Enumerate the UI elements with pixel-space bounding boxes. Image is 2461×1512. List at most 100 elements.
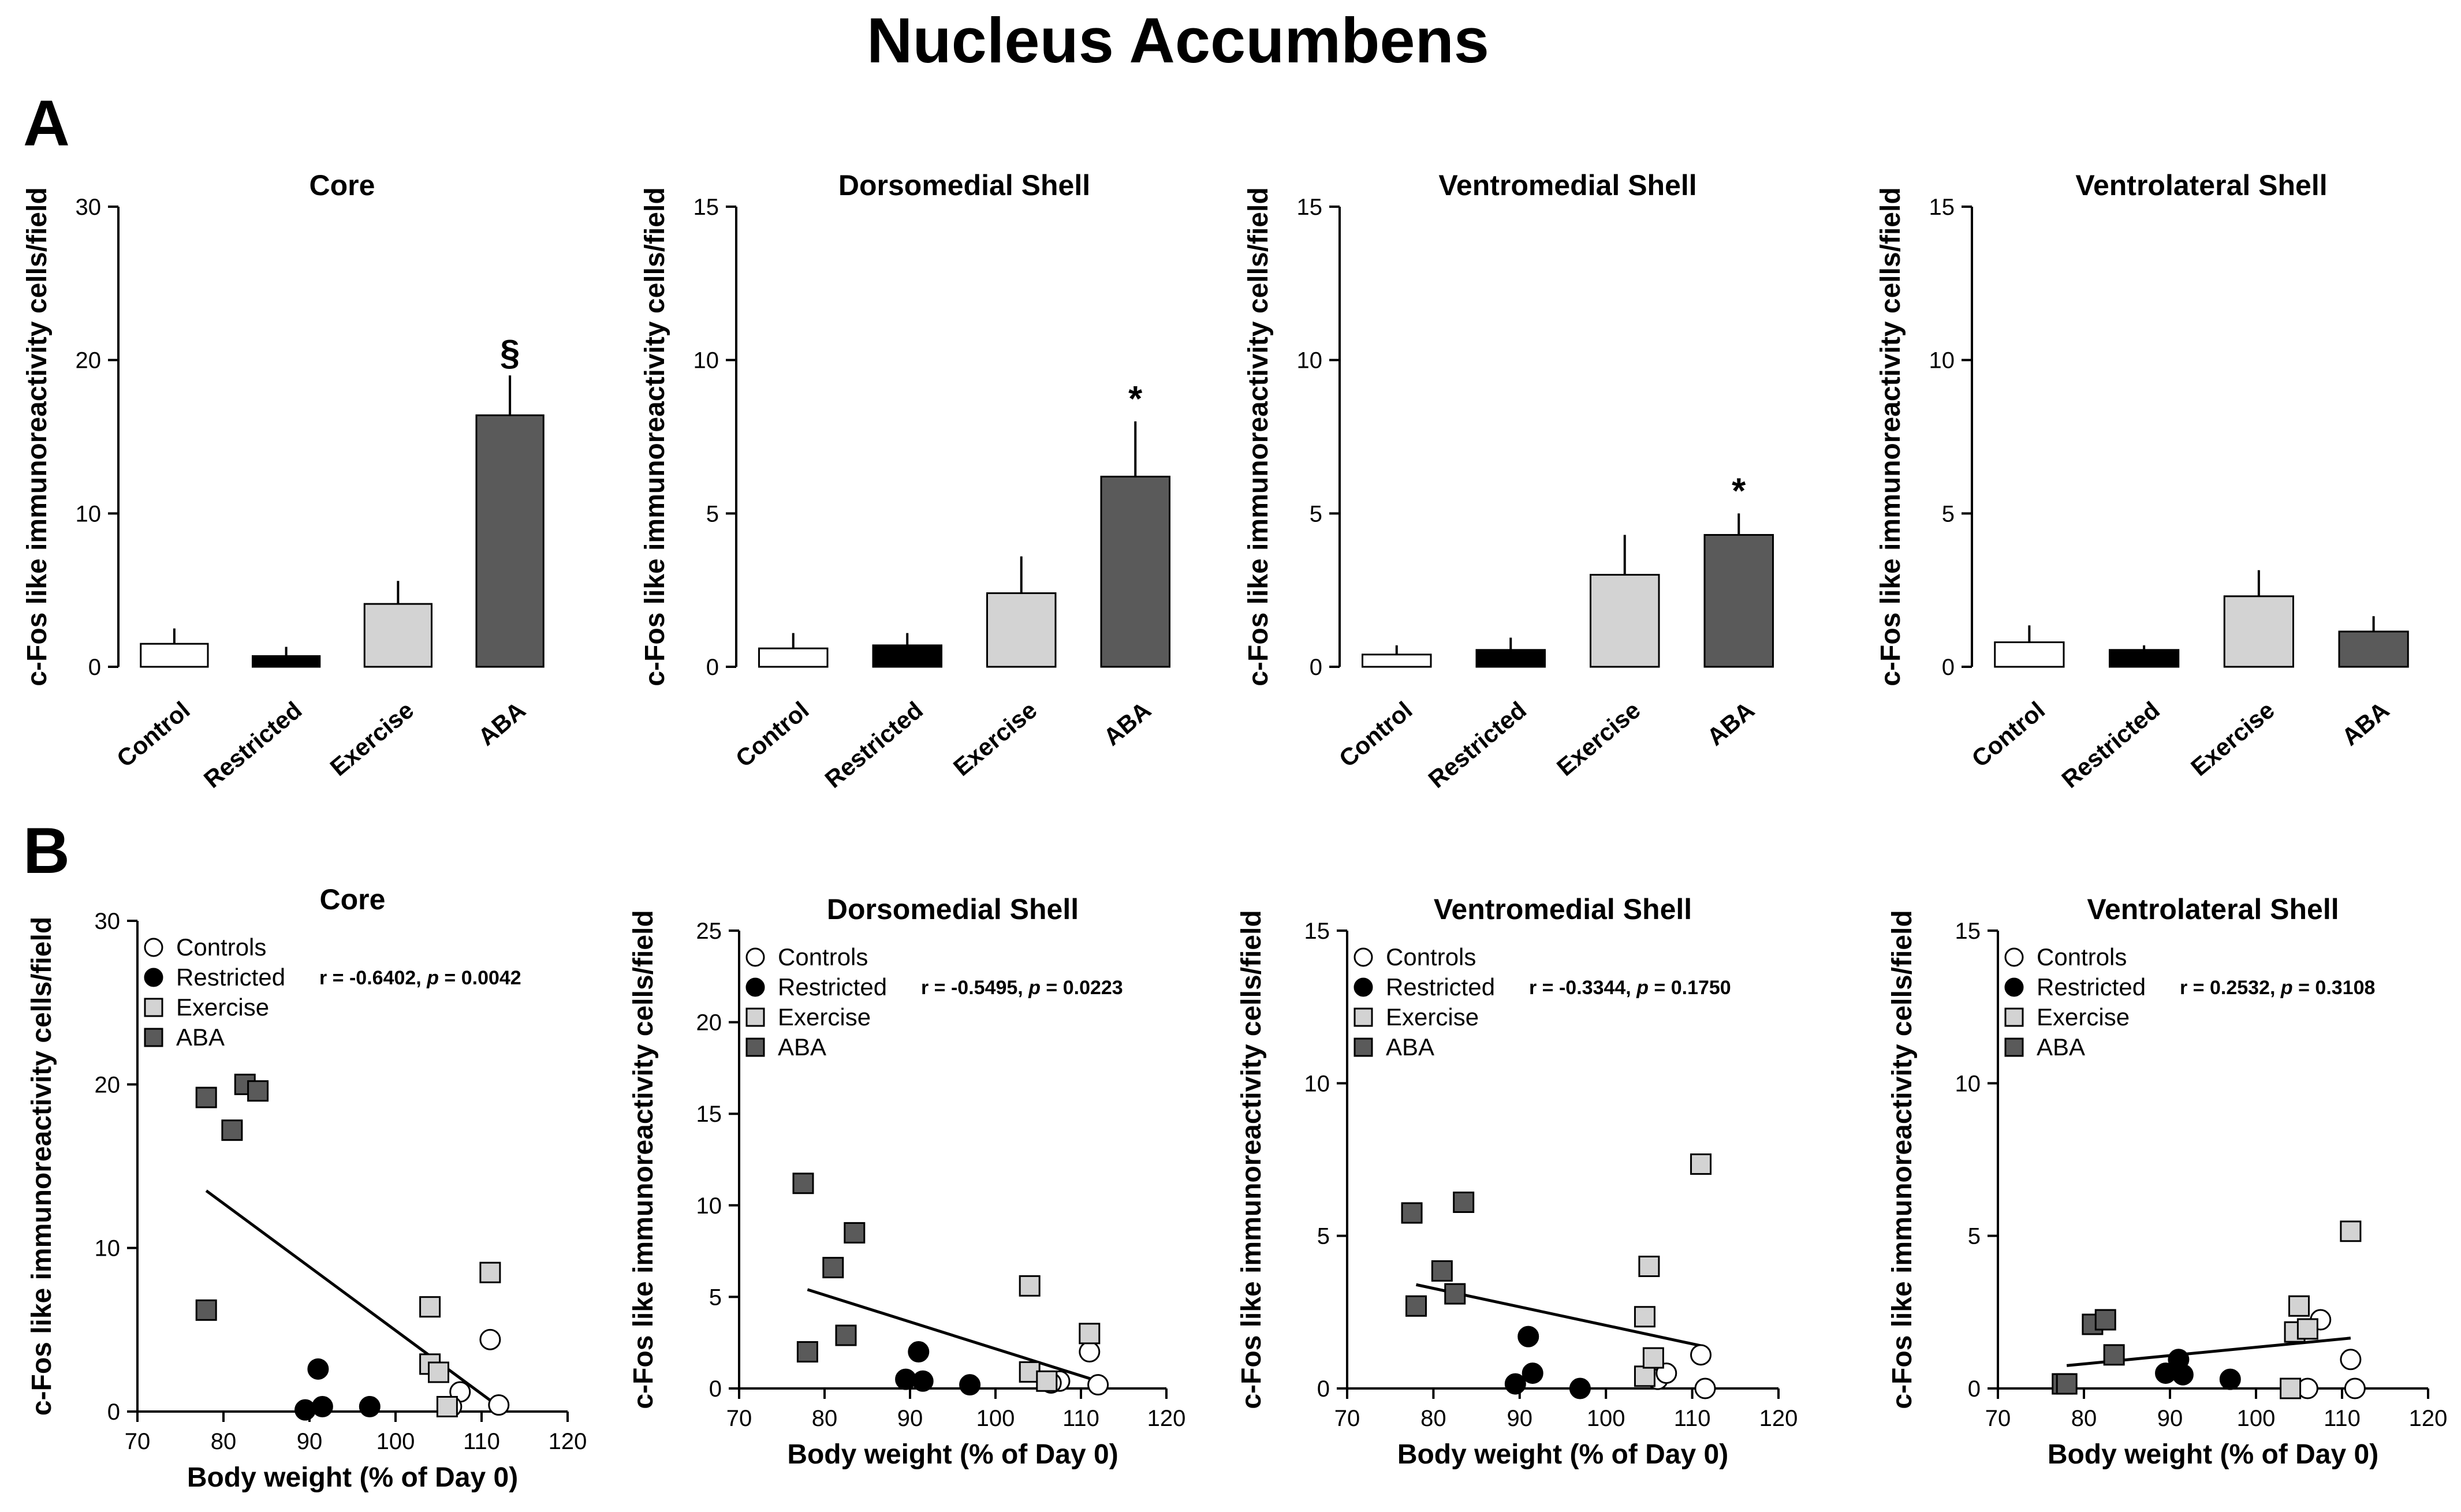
category-label: Control (1967, 696, 2050, 772)
point-control (479, 1328, 501, 1350)
x-tick-label: 90 (1507, 1406, 1533, 1431)
y-tick-label: 5 (1942, 501, 1955, 527)
correlation-stats: r = -0.3344, p = 0.1750 (1529, 977, 1731, 999)
category-label: Control (1334, 696, 1418, 772)
stat-p-value: = 0.3108 (2293, 977, 2376, 999)
category-label: Exercise (948, 696, 1042, 781)
legend-marker-restricted (2004, 977, 2024, 997)
y-tick-label: 0 (107, 1399, 120, 1425)
x-tick-label: 70 (1985, 1406, 2011, 1431)
point-aba (247, 1080, 269, 1102)
significance-marker: * (1128, 379, 1143, 419)
category-label: Exercise (1552, 696, 1646, 781)
chart-1: Dorsomedial Shell 0 5 10 15 c-Fos like immuno… (640, 169, 1170, 793)
x-axis-label: Body weight (% of Day 0) (187, 1462, 518, 1493)
point-aba (1453, 1192, 1475, 1214)
category-label: ABA (2336, 696, 2394, 751)
legend-marker-exercise (2004, 1007, 2024, 1027)
x-tick-label: 120 (549, 1429, 587, 1454)
bar-exercise (986, 592, 1057, 668)
legend-label: ABA (2037, 1033, 2085, 1061)
point-control (2340, 1349, 2362, 1371)
legend-label: Restricted (778, 973, 887, 1000)
point-exercise (436, 1396, 458, 1417)
x-tick-label: 110 (463, 1429, 500, 1454)
x-tick-label: 80 (812, 1406, 838, 1431)
y-tick-label: 0 (1310, 655, 1322, 680)
point-restricted (2219, 1368, 2241, 1390)
chart-title: Dorsomedial Shell (827, 893, 1079, 925)
category-label: ABA (473, 696, 531, 751)
point-aba (844, 1222, 866, 1244)
bar-control (1994, 641, 2065, 668)
stat-r: r = -0.5495, (921, 977, 1028, 999)
category-label: Restricted (819, 696, 928, 793)
y-axis-label: c-Fos like immunoreactivity cells/field (628, 910, 659, 1409)
x-tick-label: 90 (297, 1429, 323, 1454)
point-aba (195, 1299, 217, 1321)
x-axis-label: Body weight (% of Day 0) (1397, 1439, 1728, 1470)
point-aba (1401, 1202, 1423, 1224)
x-tick-label: 110 (1674, 1406, 1711, 1431)
point-restricted (2172, 1364, 2194, 1386)
point-restricted (311, 1396, 333, 1417)
point-control (1079, 1341, 1101, 1363)
y-tick-label: 20 (696, 1010, 722, 1036)
y-tick-label: 10 (1304, 1071, 1330, 1096)
y-tick-label: 0 (1968, 1376, 1981, 1402)
stat-p-label: p (2280, 977, 2293, 999)
bar-exercise (363, 603, 432, 668)
point-aba (2056, 1373, 2078, 1395)
y-axis-label: c-Fos like immunoreactivity cells/field (1887, 910, 1918, 1409)
category-label: Exercise (2186, 696, 2280, 781)
point-control (488, 1394, 510, 1416)
y-tick-label: 20 (76, 348, 102, 374)
x-tick-label: 100 (2237, 1406, 2276, 1431)
figure-title: Nucleus Accumbens (867, 5, 1489, 76)
y-tick-label: 20 (95, 1072, 121, 1097)
point-aba (1431, 1260, 1453, 1282)
y-tick-label: 10 (1929, 348, 1955, 374)
bar-aba (1703, 534, 1774, 668)
legend-label: Exercise (176, 994, 269, 1021)
stat-p-label: p (1028, 977, 1041, 999)
panel-label-a: A (23, 87, 70, 159)
y-tick-label: 0 (1942, 655, 1955, 680)
y-tick-label: 10 (696, 1193, 722, 1219)
point-restricted (908, 1341, 930, 1363)
point-control (1694, 1377, 1716, 1399)
legend-marker-aba (745, 1037, 765, 1057)
y-tick-label: 10 (76, 501, 102, 527)
legend-marker-control (745, 947, 765, 967)
x-tick-label: 80 (2071, 1406, 2097, 1431)
point-control (1087, 1374, 1109, 1396)
legend-marker-restricted (1353, 977, 1373, 997)
legend-label: ABA (176, 1024, 225, 1051)
legend-marker-control (144, 938, 163, 957)
stat-r: r = 0.2532, (2180, 977, 2281, 999)
point-restricted (1517, 1326, 1539, 1347)
chart-6: Ventromedial Shell 0 5 10 15 c-Fos like immun… (1236, 893, 1798, 1470)
legend-label: Restricted (176, 964, 285, 991)
point-aba (221, 1119, 243, 1141)
legend-label: Controls (176, 934, 266, 961)
legend-marker-aba (144, 1028, 163, 1047)
y-tick-label: 5 (706, 501, 719, 527)
point-restricted (959, 1374, 981, 1396)
y-tick-label: 15 (1297, 195, 1323, 220)
category-label: Restricted (199, 696, 307, 793)
chart-title: Ventromedial Shell (1434, 893, 1692, 925)
chart-title: Ventrolateral Shell (2075, 169, 2327, 201)
y-tick-label: 10 (95, 1236, 121, 1261)
point-aba (1405, 1295, 1427, 1317)
category-label: Control (730, 696, 814, 772)
bar-aba (475, 414, 545, 668)
stat-p-value: = 0.1750 (1649, 977, 1731, 999)
y-axis-label: c-Fos like immunoreactivity cells/field (22, 187, 53, 686)
legend-marker-restricted (745, 977, 765, 997)
x-tick-label: 90 (897, 1406, 923, 1431)
category-label: Restricted (1423, 696, 1531, 793)
point-aba (835, 1324, 857, 1346)
legend-marker-aba (1353, 1037, 1373, 1057)
point-restricted (1504, 1373, 1526, 1395)
